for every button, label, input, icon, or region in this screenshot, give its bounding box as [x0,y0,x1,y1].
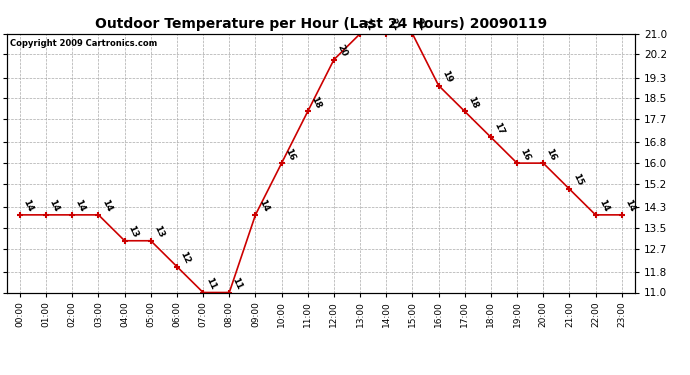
Text: 18: 18 [309,95,323,110]
Text: 16: 16 [544,147,558,162]
Text: 20: 20 [335,43,348,58]
Text: 14: 14 [21,198,35,213]
Text: 14: 14 [257,198,270,213]
Text: 21: 21 [388,17,401,32]
Text: 11: 11 [230,276,244,291]
Text: 15: 15 [571,172,584,188]
Text: 18: 18 [466,95,480,110]
Text: 21: 21 [414,17,427,32]
Text: 19: 19 [440,69,453,84]
Text: 13: 13 [152,224,166,239]
Text: 12: 12 [178,250,192,265]
Text: 13: 13 [126,224,139,239]
Text: 21: 21 [362,17,375,32]
Text: 16: 16 [283,147,297,162]
Text: 14: 14 [74,198,87,213]
Text: 14: 14 [597,198,611,213]
Text: Copyright 2009 Cartronics.com: Copyright 2009 Cartronics.com [10,39,157,48]
Text: 14: 14 [48,198,61,213]
Text: 14: 14 [623,198,637,213]
Text: 17: 17 [492,121,506,136]
Text: 14: 14 [100,198,113,213]
Title: Outdoor Temperature per Hour (Last 24 Hours) 20090119: Outdoor Temperature per Hour (Last 24 Ho… [95,17,547,31]
Text: 16: 16 [518,147,532,162]
Text: 11: 11 [204,276,218,291]
